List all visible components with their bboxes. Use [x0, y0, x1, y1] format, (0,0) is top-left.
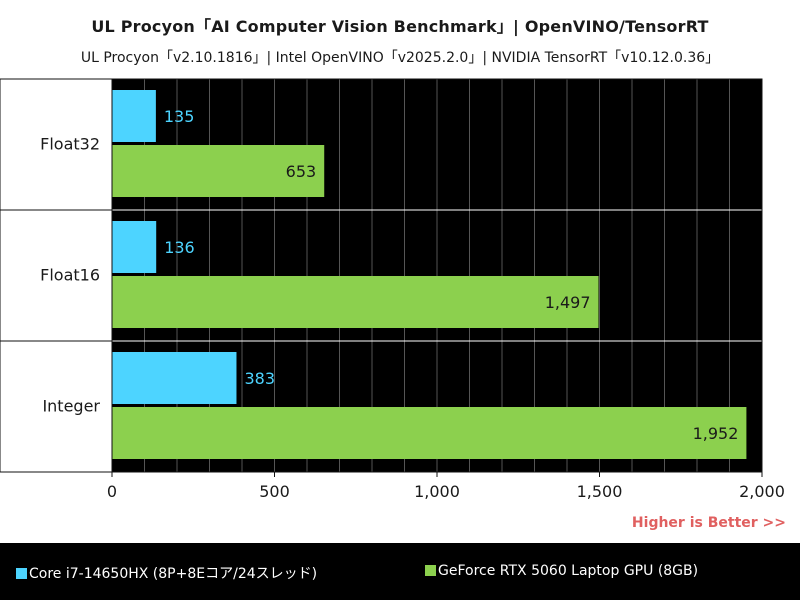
legend-label-cpu: Core i7-14650HX (8P+8Eコア/24スレッド): [29, 566, 318, 582]
data-label: 383: [244, 369, 275, 388]
x-tick-label: 500: [259, 482, 290, 501]
category-label: Float32: [40, 135, 100, 154]
bar: [112, 145, 325, 197]
category-label: Integer: [42, 397, 100, 416]
higher-is-better-note: Higher is Better >>: [632, 515, 786, 531]
x-tick-label: 1,500: [577, 482, 623, 501]
data-label: 136: [164, 238, 195, 257]
bar: [112, 90, 156, 142]
category-axis-area: [0, 78, 113, 473]
chart-frame: UL Procyon「AI Computer Vision Benchmark」…: [0, 0, 800, 543]
bar: [112, 221, 157, 273]
legend: Core i7-14650HX (8P+8Eコア/24スレッド) GeForce…: [0, 555, 800, 589]
bar: [112, 352, 237, 404]
data-label: 1,497: [545, 293, 591, 312]
chart-subtitle: UL Procyon「v2.10.1816」| Intel OpenVINO「v…: [80, 50, 720, 66]
x-tick-label: 1,000: [414, 482, 460, 501]
bar-chart: Float32 135 653 Float16 136 1,497 Integer 383 1,…: [0, 78, 786, 531]
x-tick-label: 0: [107, 482, 117, 501]
bar: [112, 407, 747, 459]
data-label: 653: [286, 162, 317, 181]
x-tick-label: 2,000: [739, 482, 785, 501]
legend-label-gpu: GeForce RTX 5060 Laptop GPU (8GB): [438, 563, 699, 579]
legend-item-gpu: GeForce RTX 5060 Laptop GPU (8GB): [425, 563, 698, 579]
data-label: 1,952: [693, 424, 739, 443]
legend-swatch-gpu: [425, 565, 436, 576]
data-label: 135: [164, 107, 195, 126]
bar: [112, 276, 599, 328]
category-label: Float16: [40, 266, 100, 285]
legend-swatch-cpu: [16, 568, 27, 579]
legend-item-cpu: Core i7-14650HX (8P+8Eコア/24スレッド): [16, 563, 317, 583]
chart-title: UL Procyon「AI Computer Vision Benchmark」…: [91, 17, 709, 36]
